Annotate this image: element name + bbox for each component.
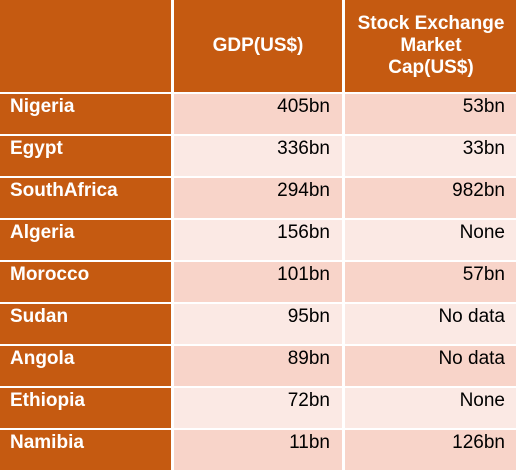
row-gdp: 72bn: [174, 387, 342, 428]
row-market-cap: No data: [345, 303, 516, 344]
row-market-cap: 982bn: [345, 177, 516, 218]
row-country: Sudan: [0, 303, 171, 344]
row-country: Egypt: [0, 135, 171, 176]
row-country: Namibia: [0, 429, 171, 470]
row-market-cap: None: [345, 219, 516, 260]
row-gdp: 294bn: [174, 177, 342, 218]
row-market-cap: 53bn: [345, 93, 516, 134]
row-gdp: 95bn: [174, 303, 342, 344]
row-country: Nigeria: [0, 93, 171, 134]
row-market-cap: 57bn: [345, 261, 516, 302]
row-gdp: 89bn: [174, 345, 342, 386]
row-gdp: 11bn: [174, 429, 342, 470]
row-country: Morocco: [0, 261, 171, 302]
row-market-cap: 33bn: [345, 135, 516, 176]
row-gdp: 156bn: [174, 219, 342, 260]
row-gdp: 101bn: [174, 261, 342, 302]
row-country: Angola: [0, 345, 171, 386]
row-gdp: 336bn: [174, 135, 342, 176]
header-gdp: GDP(US$): [174, 0, 342, 92]
row-market-cap: None: [345, 387, 516, 428]
row-country: Ethiopia: [0, 387, 171, 428]
header-market-cap: Stock Exchange Market Cap(US$): [345, 0, 516, 92]
row-market-cap: No data: [345, 345, 516, 386]
row-gdp: 405bn: [174, 93, 342, 134]
header-corner-cell: [0, 0, 171, 92]
row-country: SouthAfrica: [0, 177, 171, 218]
row-country: Algeria: [0, 219, 171, 260]
row-market-cap: 126bn: [345, 429, 516, 470]
